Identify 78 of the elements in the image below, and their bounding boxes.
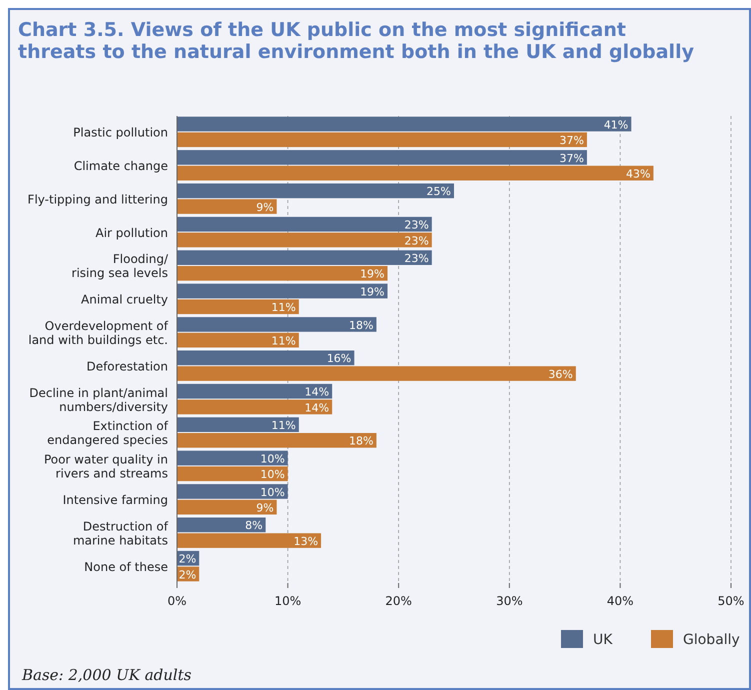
data-label: 9% [256, 200, 274, 214]
chart-title: Chart 3.5. Views of the UK public on the most significant threats to the natural environment both in the UK and globally [18, 19, 695, 63]
data-label: 2% [178, 568, 196, 582]
bar [177, 533, 322, 548]
bar [177, 284, 388, 298]
data-label: 16% [326, 352, 352, 366]
data-label: 8% [245, 519, 263, 532]
bar [177, 332, 299, 348]
data-label: 13% [294, 534, 318, 548]
x-tick-label: 0% [167, 594, 187, 608]
bar [177, 433, 376, 448]
data-label: 19% [360, 285, 385, 298]
y-tick-label: Animal cruelty [81, 292, 168, 307]
y-tick-label: Decline in plant/animal numbers/diversity [29, 386, 168, 414]
bar [177, 317, 376, 332]
y-tick-label: Plastic pollution [73, 126, 168, 140]
y-tick-label: Poor water quality in rivers and streams [44, 452, 168, 481]
bar [177, 199, 277, 214]
bar [177, 450, 288, 466]
data-label: 11% [271, 301, 296, 314]
x-tick-label: 20% [385, 594, 412, 608]
data-label: 23% [404, 218, 429, 232]
data-label: 10% [260, 468, 285, 482]
data-label: 37% [560, 134, 584, 148]
x-tick-label: 30% [496, 594, 523, 608]
data-label: 19% [360, 268, 385, 281]
data-label: 10% [260, 486, 285, 499]
bar [177, 484, 288, 499]
data-label: 2% [178, 552, 196, 566]
bar [177, 166, 654, 180]
y-tick-label: Air pollution [95, 226, 168, 240]
bar [177, 400, 332, 414]
data-label: 11% [271, 419, 296, 432]
y-tick-label: Destruction of marine habitats [72, 519, 169, 548]
data-label: 25% [426, 185, 451, 198]
y-tick-label: Flooding/ rising sea levels [72, 252, 169, 280]
bar [177, 518, 266, 532]
y-tick-label: Overdevelopment of land with buildings etc. [28, 319, 169, 347]
data-label: 9% [256, 502, 274, 515]
y-tick-label: Fly-tipping and littering [28, 192, 168, 206]
bar [177, 500, 277, 515]
bar [177, 299, 299, 314]
data-label: 23% [404, 252, 429, 265]
bar [177, 216, 432, 232]
bar [177, 132, 587, 148]
bar [177, 232, 432, 248]
y-tick-label: Deforestation [86, 359, 168, 374]
bar [177, 116, 632, 132]
bar [177, 350, 354, 366]
bar [177, 466, 288, 482]
data-label: 23% [404, 234, 429, 248]
y-tick-label: Intensive farming [62, 493, 168, 508]
y-tick-label: Climate change [74, 158, 168, 173]
bar [177, 417, 299, 432]
data-label: 14% [304, 386, 330, 399]
legend-label: UK [593, 632, 614, 648]
x-tick-label: 50% [718, 594, 744, 608]
data-label: 10% [260, 452, 285, 466]
y-tick-label: None of these [84, 560, 168, 574]
bar [177, 250, 432, 265]
bar [177, 266, 388, 281]
bar [177, 366, 576, 381]
y-tick-label: Extinction of endangered species [47, 419, 169, 448]
data-label: 41% [604, 118, 628, 132]
x-tick-label: 40% [606, 594, 634, 608]
data-label: 18% [348, 318, 374, 332]
data-label: 11% [271, 334, 296, 348]
data-label: 14% [304, 401, 330, 414]
text: Base: 2,000 UK adults [21, 666, 192, 684]
bar [177, 384, 332, 399]
bar [177, 183, 454, 198]
data-label: 36% [548, 368, 573, 381]
data-label: 18% [348, 434, 374, 448]
data-label: 43% [626, 167, 650, 180]
x-tick-label: 10% [274, 594, 302, 608]
legend-label: Globally [683, 632, 740, 648]
data-label: 37% [560, 152, 584, 165]
bar [177, 150, 587, 165]
